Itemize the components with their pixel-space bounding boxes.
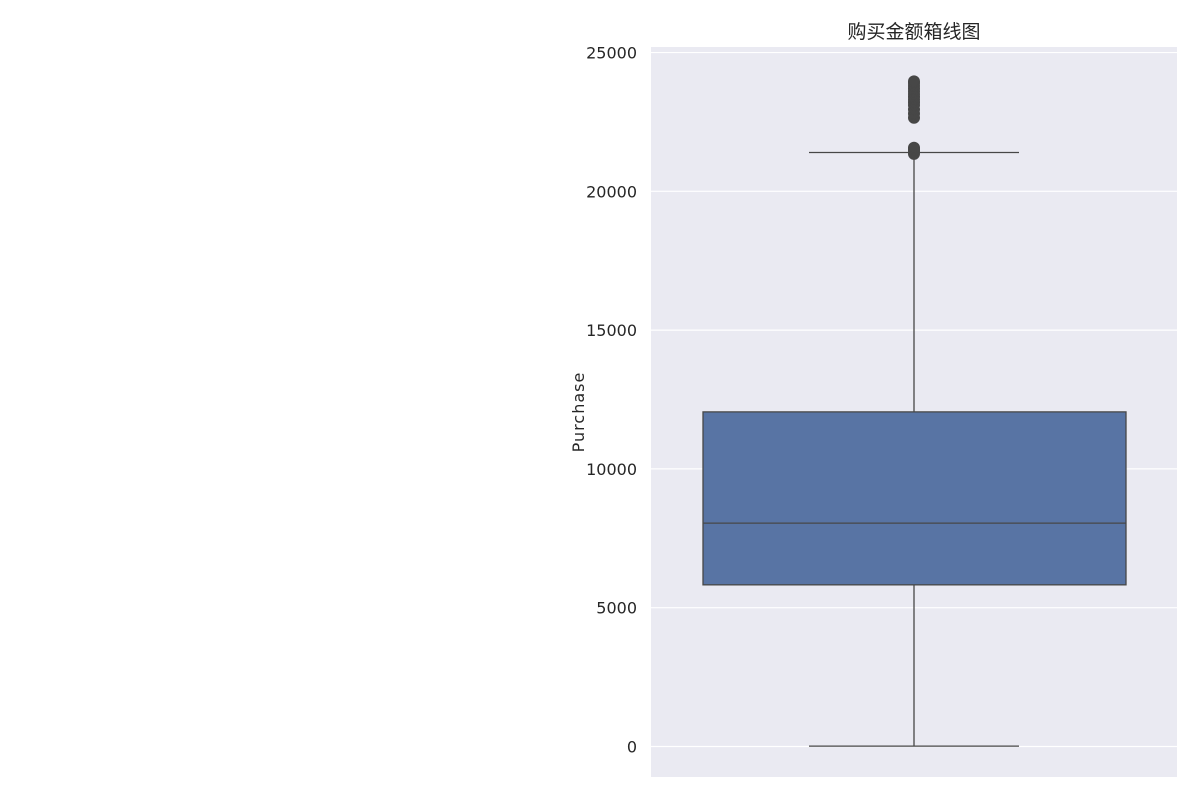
y-tick-label: 25000 <box>586 44 637 63</box>
y-tick-label: 5000 <box>596 599 637 618</box>
box-plot <box>702 75 1127 747</box>
y-axis-label: Purchase <box>569 372 588 453</box>
y-axis-ticks: 0 5000 10000 15000 20000 25000 <box>586 44 637 757</box>
y-tick-label: 10000 <box>586 460 637 479</box>
y-tick-label: 0 <box>627 737 637 756</box>
chart-title: 购买金额箱线图 <box>847 21 980 43</box>
interquartile-box <box>702 411 1127 586</box>
outlier-point <box>908 75 920 88</box>
outlier-point <box>908 141 920 154</box>
y-tick-label: 20000 <box>586 182 637 201</box>
y-tick-label: 15000 <box>586 321 637 340</box>
